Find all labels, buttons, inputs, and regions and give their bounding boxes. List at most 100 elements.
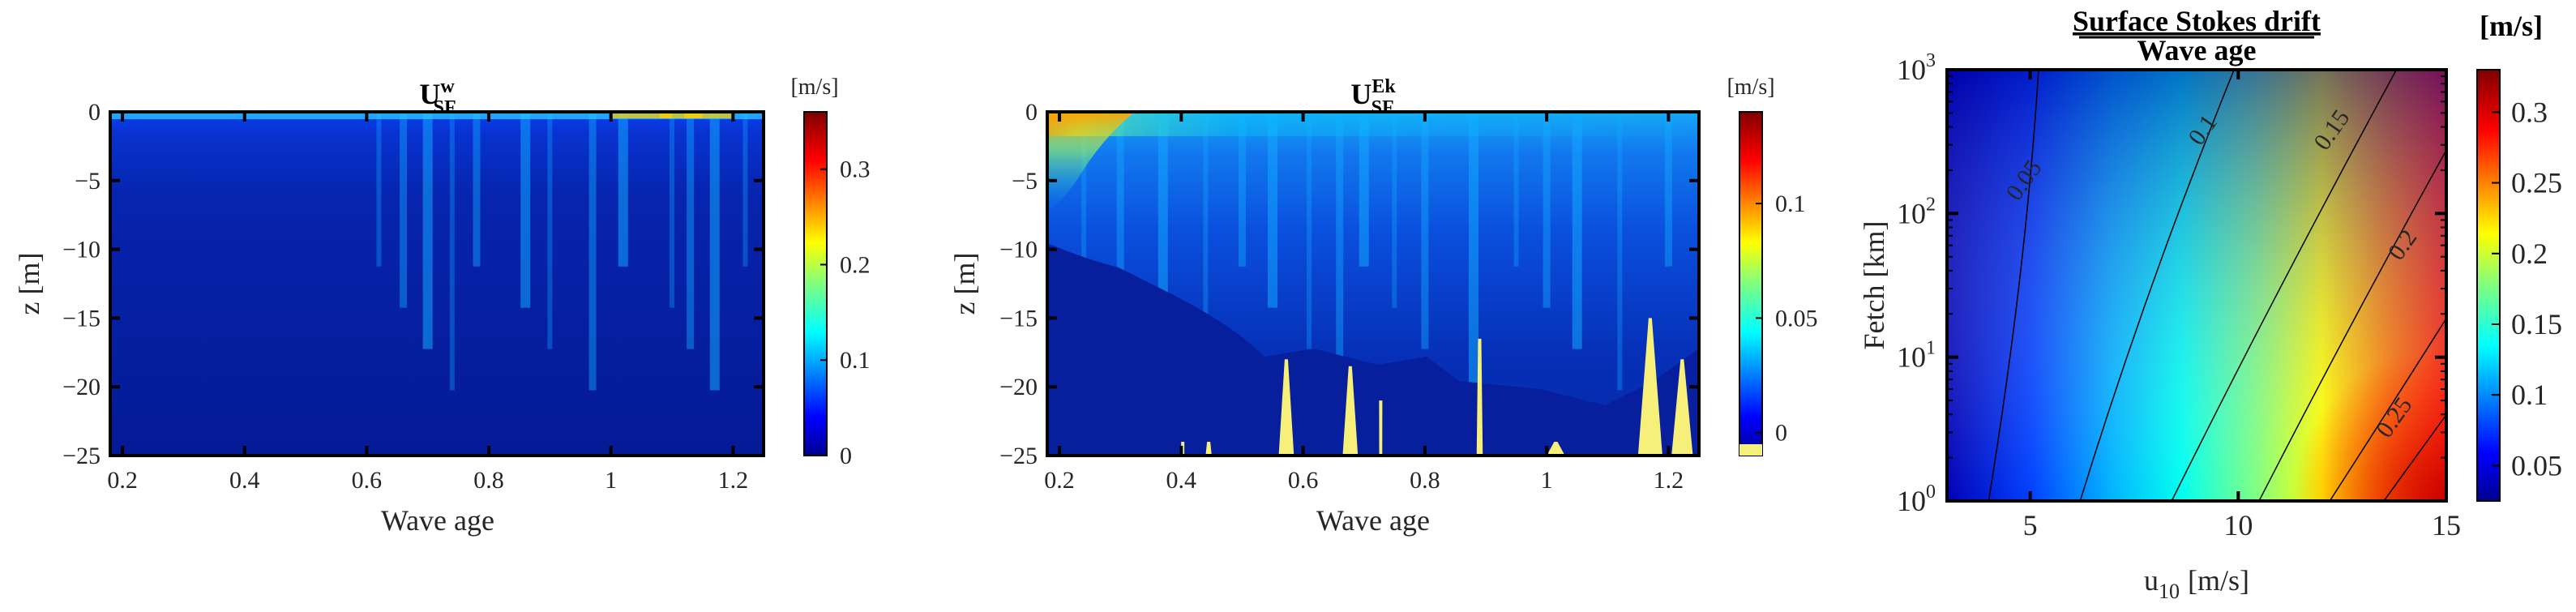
panel-1-ylabel: z [m] bbox=[13, 253, 45, 315]
panel-2: 0.2 0.4 0.6 0.8 1 1.2 0 −5 −10 −15 −20 −25 UEk SF Wa… bbox=[948, 75, 1818, 537]
panel-1-frame bbox=[109, 110, 765, 457]
heat-stripe bbox=[1572, 112, 1582, 349]
heat-stripe bbox=[400, 112, 408, 308]
x-tick-label: 15 bbox=[2432, 509, 2461, 541]
x-tick-label: 0.8 bbox=[1410, 467, 1440, 494]
x-tick-label: 1 bbox=[1541, 467, 1553, 494]
panel-3-title: Surface Stokes drift bbox=[2073, 5, 2321, 37]
panel-3-hot-corner bbox=[2189, 243, 2446, 501]
surface-highlight bbox=[684, 112, 715, 118]
panel-2-colorbar-negative-swatch bbox=[1739, 444, 1762, 456]
panel-2-negative-region bbox=[1047, 243, 1699, 456]
heat-stripe bbox=[687, 112, 695, 349]
y-tick-label: −5 bbox=[1012, 168, 1038, 195]
heat-stripe bbox=[1336, 112, 1344, 391]
colorbar-tick-label: 0.25 bbox=[2511, 167, 2562, 199]
y-tick-label: −5 bbox=[75, 168, 101, 195]
heat-stripe bbox=[422, 112, 433, 349]
contour-line bbox=[2258, 148, 2446, 501]
panel-1-axes: 0.2 0.4 0.6 0.8 1 1.2 0 −5 −10 −15 −20 −25 bbox=[62, 99, 764, 494]
heat-stripe bbox=[547, 112, 553, 349]
surface-highlight bbox=[610, 112, 673, 118]
colorbar-tick-label: 0.1 bbox=[840, 347, 871, 374]
heat-stripe bbox=[376, 112, 382, 267]
heat-stripe bbox=[1543, 112, 1551, 308]
y-tick-label: −20 bbox=[999, 374, 1038, 400]
panel-2-colorbar bbox=[1739, 111, 1763, 456]
heat-stripe bbox=[1617, 112, 1623, 391]
y-tick-label: −25 bbox=[999, 443, 1038, 469]
panel-2-surface-band bbox=[1047, 112, 1699, 136]
y-tick-label: −25 bbox=[62, 443, 101, 469]
y-tick-label: 101 bbox=[1897, 338, 1936, 374]
x-tick-label: 0.6 bbox=[1288, 467, 1319, 494]
heat-stripe bbox=[1359, 112, 1369, 267]
x-tick-label: 0.6 bbox=[352, 467, 383, 494]
panel-2-ylabel: z [m] bbox=[948, 253, 981, 315]
heat-stripe bbox=[670, 112, 675, 308]
panel-1-surface-band bbox=[110, 112, 764, 119]
negative-spike bbox=[1342, 366, 1359, 456]
heat-stripe bbox=[1081, 112, 1087, 267]
x-tick-label: 0.8 bbox=[473, 467, 504, 494]
y-tick-label: −15 bbox=[62, 305, 101, 332]
contour-line bbox=[2329, 317, 2446, 501]
negative-spike bbox=[1476, 338, 1483, 456]
colorbar-tick-label: 0 bbox=[840, 443, 852, 469]
panel-2-stripes bbox=[1081, 112, 1672, 391]
panel-3-axes: 5 10 15 100 101 102 103 bbox=[1897, 50, 2461, 541]
y-tick-label: −10 bbox=[999, 237, 1038, 263]
panel-1-field bbox=[110, 112, 764, 456]
heat-stripe bbox=[1421, 112, 1429, 349]
panel-1-stripes bbox=[376, 112, 748, 391]
colorbar-tick-label: 0.05 bbox=[2511, 449, 2562, 481]
colorbar-tick-label: 0.1 bbox=[2511, 379, 2548, 411]
panel-3-xlabel: u10 [m/s] bbox=[2144, 564, 2249, 603]
heat-stripe bbox=[1468, 112, 1478, 391]
y-tick-label: −20 bbox=[62, 374, 101, 400]
x-tick-label: 1.2 bbox=[1654, 467, 1684, 494]
negative-spike bbox=[1205, 442, 1212, 456]
panel-3-colorbar-axis: 0.05 0.1 0.15 0.2 0.25 0.3 bbox=[2492, 96, 2562, 481]
colorbar-tick-label: 0.05 bbox=[1775, 305, 1818, 332]
panel-3: 0.05 0.1 0.15 0.2 0.25 5 10 15 100 101 102 103 Sur… bbox=[1858, 5, 2562, 603]
colorbar-tick-label: 0.3 bbox=[840, 156, 871, 183]
negative-spike bbox=[1671, 359, 1693, 456]
y-tick-label: 102 bbox=[1897, 194, 1936, 229]
negative-spike bbox=[1547, 442, 1565, 456]
x-tick-label: 5 bbox=[2023, 509, 2038, 541]
panel-3-colorbar bbox=[2476, 69, 2501, 502]
panel-1-xlabel: Wave age bbox=[381, 504, 494, 537]
x-tick-label: 0.2 bbox=[107, 467, 138, 494]
heat-stripe bbox=[618, 112, 628, 267]
x-tick-label: 0.4 bbox=[229, 467, 260, 494]
y-tick-label: −15 bbox=[999, 305, 1038, 332]
x-tick-label: 1 bbox=[605, 467, 617, 494]
x-tick-label: 1.2 bbox=[718, 467, 749, 494]
y-tick-label: −10 bbox=[62, 237, 101, 263]
panel-3-title-denominator: Wave age bbox=[2137, 34, 2257, 66]
colorbar-tick-label: 0.15 bbox=[2511, 308, 2562, 340]
x-tick-label: 0.4 bbox=[1166, 467, 1197, 494]
colorbar-tick-label: 0.2 bbox=[840, 251, 871, 278]
surface-highlight bbox=[659, 112, 703, 118]
panel-2-axes: 0.2 0.4 0.6 0.8 1 1.2 0 −5 −10 −15 −20 −25 bbox=[999, 99, 1699, 494]
negative-spike bbox=[1278, 359, 1294, 456]
heat-stripe bbox=[1307, 112, 1312, 349]
colorbar-tick-label: 0.3 bbox=[2511, 96, 2548, 128]
heat-stripe bbox=[1392, 112, 1397, 308]
heat-stripe bbox=[1116, 112, 1124, 308]
panel-1-colorbar bbox=[803, 111, 828, 456]
contour-line bbox=[2079, 70, 2235, 501]
heat-stripe bbox=[1268, 112, 1278, 308]
panel-2-corner-maximum bbox=[1047, 112, 1135, 211]
panel-3-colorbar-label: [m/s] bbox=[2480, 10, 2543, 42]
panel-1-colorbar-axis: 0 0.1 0.2 0.3 bbox=[820, 156, 871, 469]
y-tick-label: 0 bbox=[88, 99, 101, 126]
panel-1-surface-highlights bbox=[610, 112, 734, 118]
contour-line bbox=[1988, 70, 2039, 501]
y-tick-label: 0 bbox=[1025, 99, 1038, 126]
panel-2-frame bbox=[1046, 110, 1701, 457]
panel-1: 0.2 0.4 0.6 0.8 1 1.2 0 −5 −10 −15 −20 −25 Uw SF Wav… bbox=[13, 75, 871, 537]
